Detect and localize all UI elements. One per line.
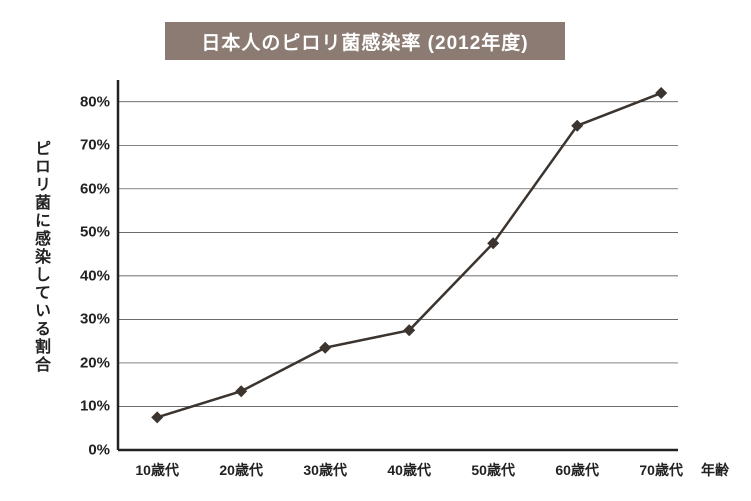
y-tick-label: 10% <box>80 398 110 415</box>
data-marker <box>655 87 667 99</box>
y-tick-label: 80% <box>80 93 110 110</box>
y-tick-label: 70% <box>80 137 110 154</box>
x-tick-label: 30歳代 <box>303 460 347 480</box>
y-tick-label: 30% <box>80 311 110 328</box>
y-tick-label: 40% <box>80 267 110 284</box>
chart-area: 0%10%20%30%40%50%60%70%80%10歳代20歳代30歳代40… <box>118 80 678 450</box>
x-tick-label: 50歳代 <box>471 460 515 480</box>
x-tick-label: 20歳代 <box>219 460 263 480</box>
line-chart <box>118 80 678 450</box>
x-tick-label: 70歳代 <box>639 460 683 480</box>
x-axis-label: 年齢 <box>701 460 729 480</box>
data-marker <box>235 385 247 397</box>
chart-title: 日本人のピロリ菌感染率 (2012年度) <box>201 28 528 55</box>
y-tick-label: 60% <box>80 180 110 197</box>
x-tick-label: 60歳代 <box>555 460 599 480</box>
y-tick-label: 0% <box>88 442 110 459</box>
data-marker <box>151 411 163 423</box>
chart-title-bar: 日本人のピロリ菌感染率 (2012年度) <box>165 22 565 60</box>
x-tick-label: 40歳代 <box>387 460 431 480</box>
y-tick-label: 50% <box>80 224 110 241</box>
data-marker <box>319 342 331 354</box>
y-axis-label: ピロリ菌に感染している割合 <box>34 140 52 374</box>
y-tick-label: 20% <box>80 354 110 371</box>
data-line <box>157 93 661 417</box>
x-tick-label: 10歳代 <box>135 460 179 480</box>
